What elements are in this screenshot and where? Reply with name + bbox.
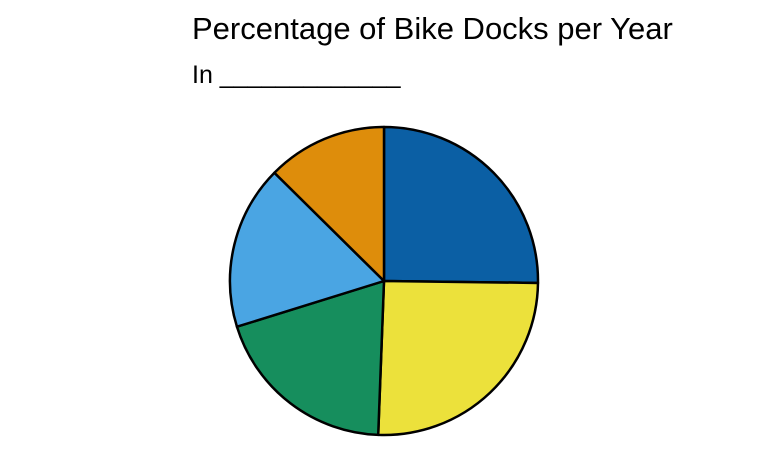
pie-slice-1 xyxy=(382,125,540,285)
pie-slice-3 xyxy=(235,279,386,437)
chart-title: Percentage of Bike Docks per Year xyxy=(192,11,673,46)
pie-slice-5 xyxy=(273,125,386,283)
pie-slice-4 xyxy=(228,171,386,328)
pie-slices xyxy=(228,125,540,437)
pie-slice-2 xyxy=(376,279,540,437)
chart-subtitle: In _____________ xyxy=(192,61,401,89)
